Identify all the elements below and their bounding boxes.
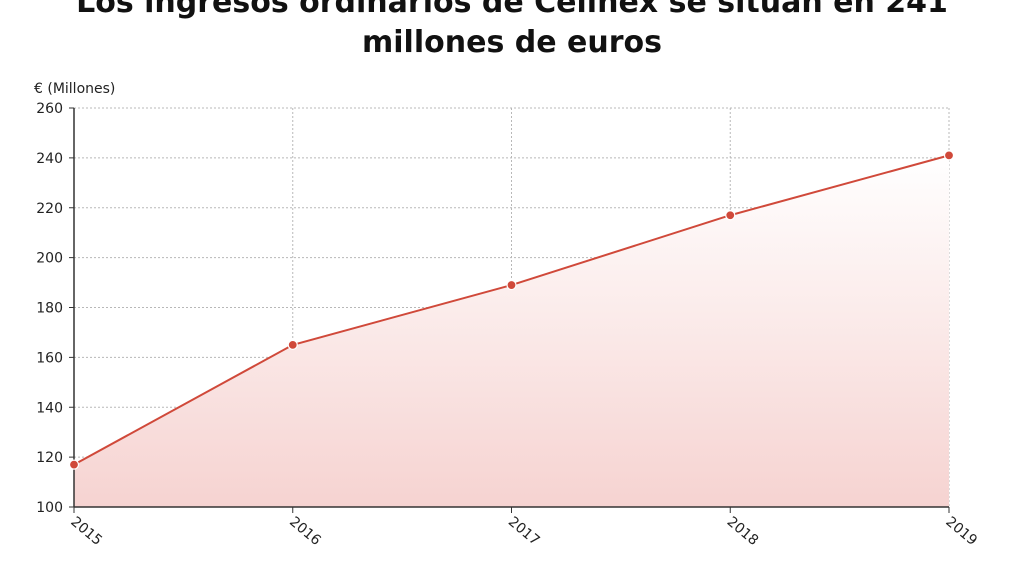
- y-tick-label: 220: [36, 201, 63, 217]
- area-layer: [74, 155, 949, 507]
- y-tick-label: 120: [36, 450, 63, 466]
- x-tick-label: 2019: [942, 514, 980, 549]
- y-tick-label: 160: [36, 350, 63, 366]
- data-point: [506, 279, 517, 291]
- y-axis-unit-label: € (Millones): [34, 81, 115, 97]
- data-point: [68, 459, 80, 470]
- chart-title: Los ingresos ordinarios de Cellnex se si…: [76, 0, 948, 60]
- y-tick-label: 240: [36, 151, 63, 167]
- data-point: [287, 339, 298, 351]
- x-tick-label: 2016: [286, 514, 324, 549]
- x-tick-label: 2015: [67, 514, 105, 549]
- y-tick-label: 260: [36, 101, 63, 117]
- x-tick-label: 2017: [505, 514, 543, 549]
- y-tick-label: 140: [36, 400, 63, 416]
- data-point: [943, 150, 955, 161]
- y-tick-label: 100: [36, 500, 63, 516]
- x-tick-label: 2018: [724, 514, 762, 549]
- area-fill: [74, 155, 949, 507]
- axis-layer: [69, 107, 950, 513]
- y-tick-label: 200: [36, 251, 63, 267]
- data-point: [725, 210, 736, 221]
- marker-layer: [68, 150, 955, 470]
- y-tick-label: 180: [36, 301, 63, 317]
